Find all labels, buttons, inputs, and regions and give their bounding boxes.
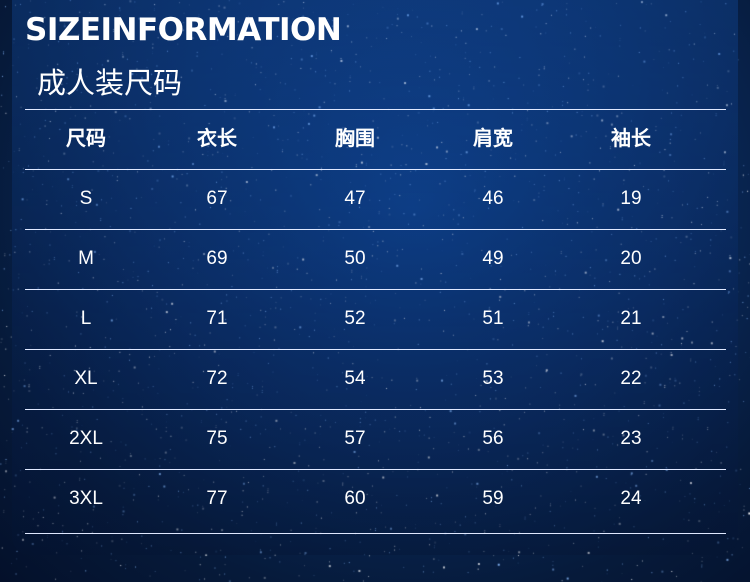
table-divider [25,409,726,410]
table-cell: 23 [620,428,642,449]
table-row: 2XL 75 57 56 23 [25,409,726,469]
page-title: SIZEINFORMATION [25,12,342,48]
column-header: 袖长 [611,128,651,150]
table-cell: 56 [482,428,504,449]
table-cell: 69 [206,248,228,269]
table-divider [25,169,726,170]
table-divider [25,469,726,470]
table-cell: 47 [344,188,366,209]
table-divider [25,349,726,350]
table-cell: 46 [482,188,504,209]
table-cell: 2XL [69,428,103,449]
table-cell: 24 [620,488,642,509]
table-cell: 49 [482,248,504,269]
table-row: 3XL 77 60 59 24 [25,469,726,529]
column-header: 胸围 [335,128,375,150]
column-header: 肩宽 [473,128,513,150]
table-divider [25,109,726,110]
table-cell: 19 [620,188,642,209]
table-cell: 59 [482,488,504,509]
column-header: 衣长 [197,128,237,150]
page-subtitle: 成人装尺码 [37,68,183,100]
table-cell: 54 [344,368,366,389]
column-header: 尺码 [66,128,106,150]
table-cell: 60 [344,488,366,509]
table-cell: 71 [206,308,228,329]
table-cell: 67 [206,188,228,209]
table-cell: 53 [482,368,504,389]
table-cell: 20 [620,248,642,269]
table-cell: XL [74,368,98,389]
table-cell: M [78,248,94,269]
table-cell: 57 [344,428,366,449]
table-divider [25,229,726,230]
table-cell: 51 [482,308,504,329]
table-row: L 71 52 51 21 [25,289,726,349]
table-divider [25,533,726,534]
table-cell: 21 [620,308,642,329]
table-cell: 75 [206,428,228,449]
table-row: XL 72 54 53 22 [25,349,726,409]
table-header: 尺码 衣长 胸围 肩宽 袖长 [25,109,726,169]
table-cell: 3XL [69,488,103,509]
table-cell: 50 [344,248,366,269]
table-cell: 77 [206,488,228,509]
table-row: S 67 47 46 19 [25,169,726,229]
table-row: M 69 50 49 20 [25,229,726,289]
table-cell: L [80,308,92,329]
table-cell: 72 [206,368,228,389]
table-cell: 52 [344,308,366,329]
size-panel [12,0,738,555]
table-divider [25,289,726,290]
table-cell: 22 [620,368,642,389]
table-cell: S [79,188,93,209]
